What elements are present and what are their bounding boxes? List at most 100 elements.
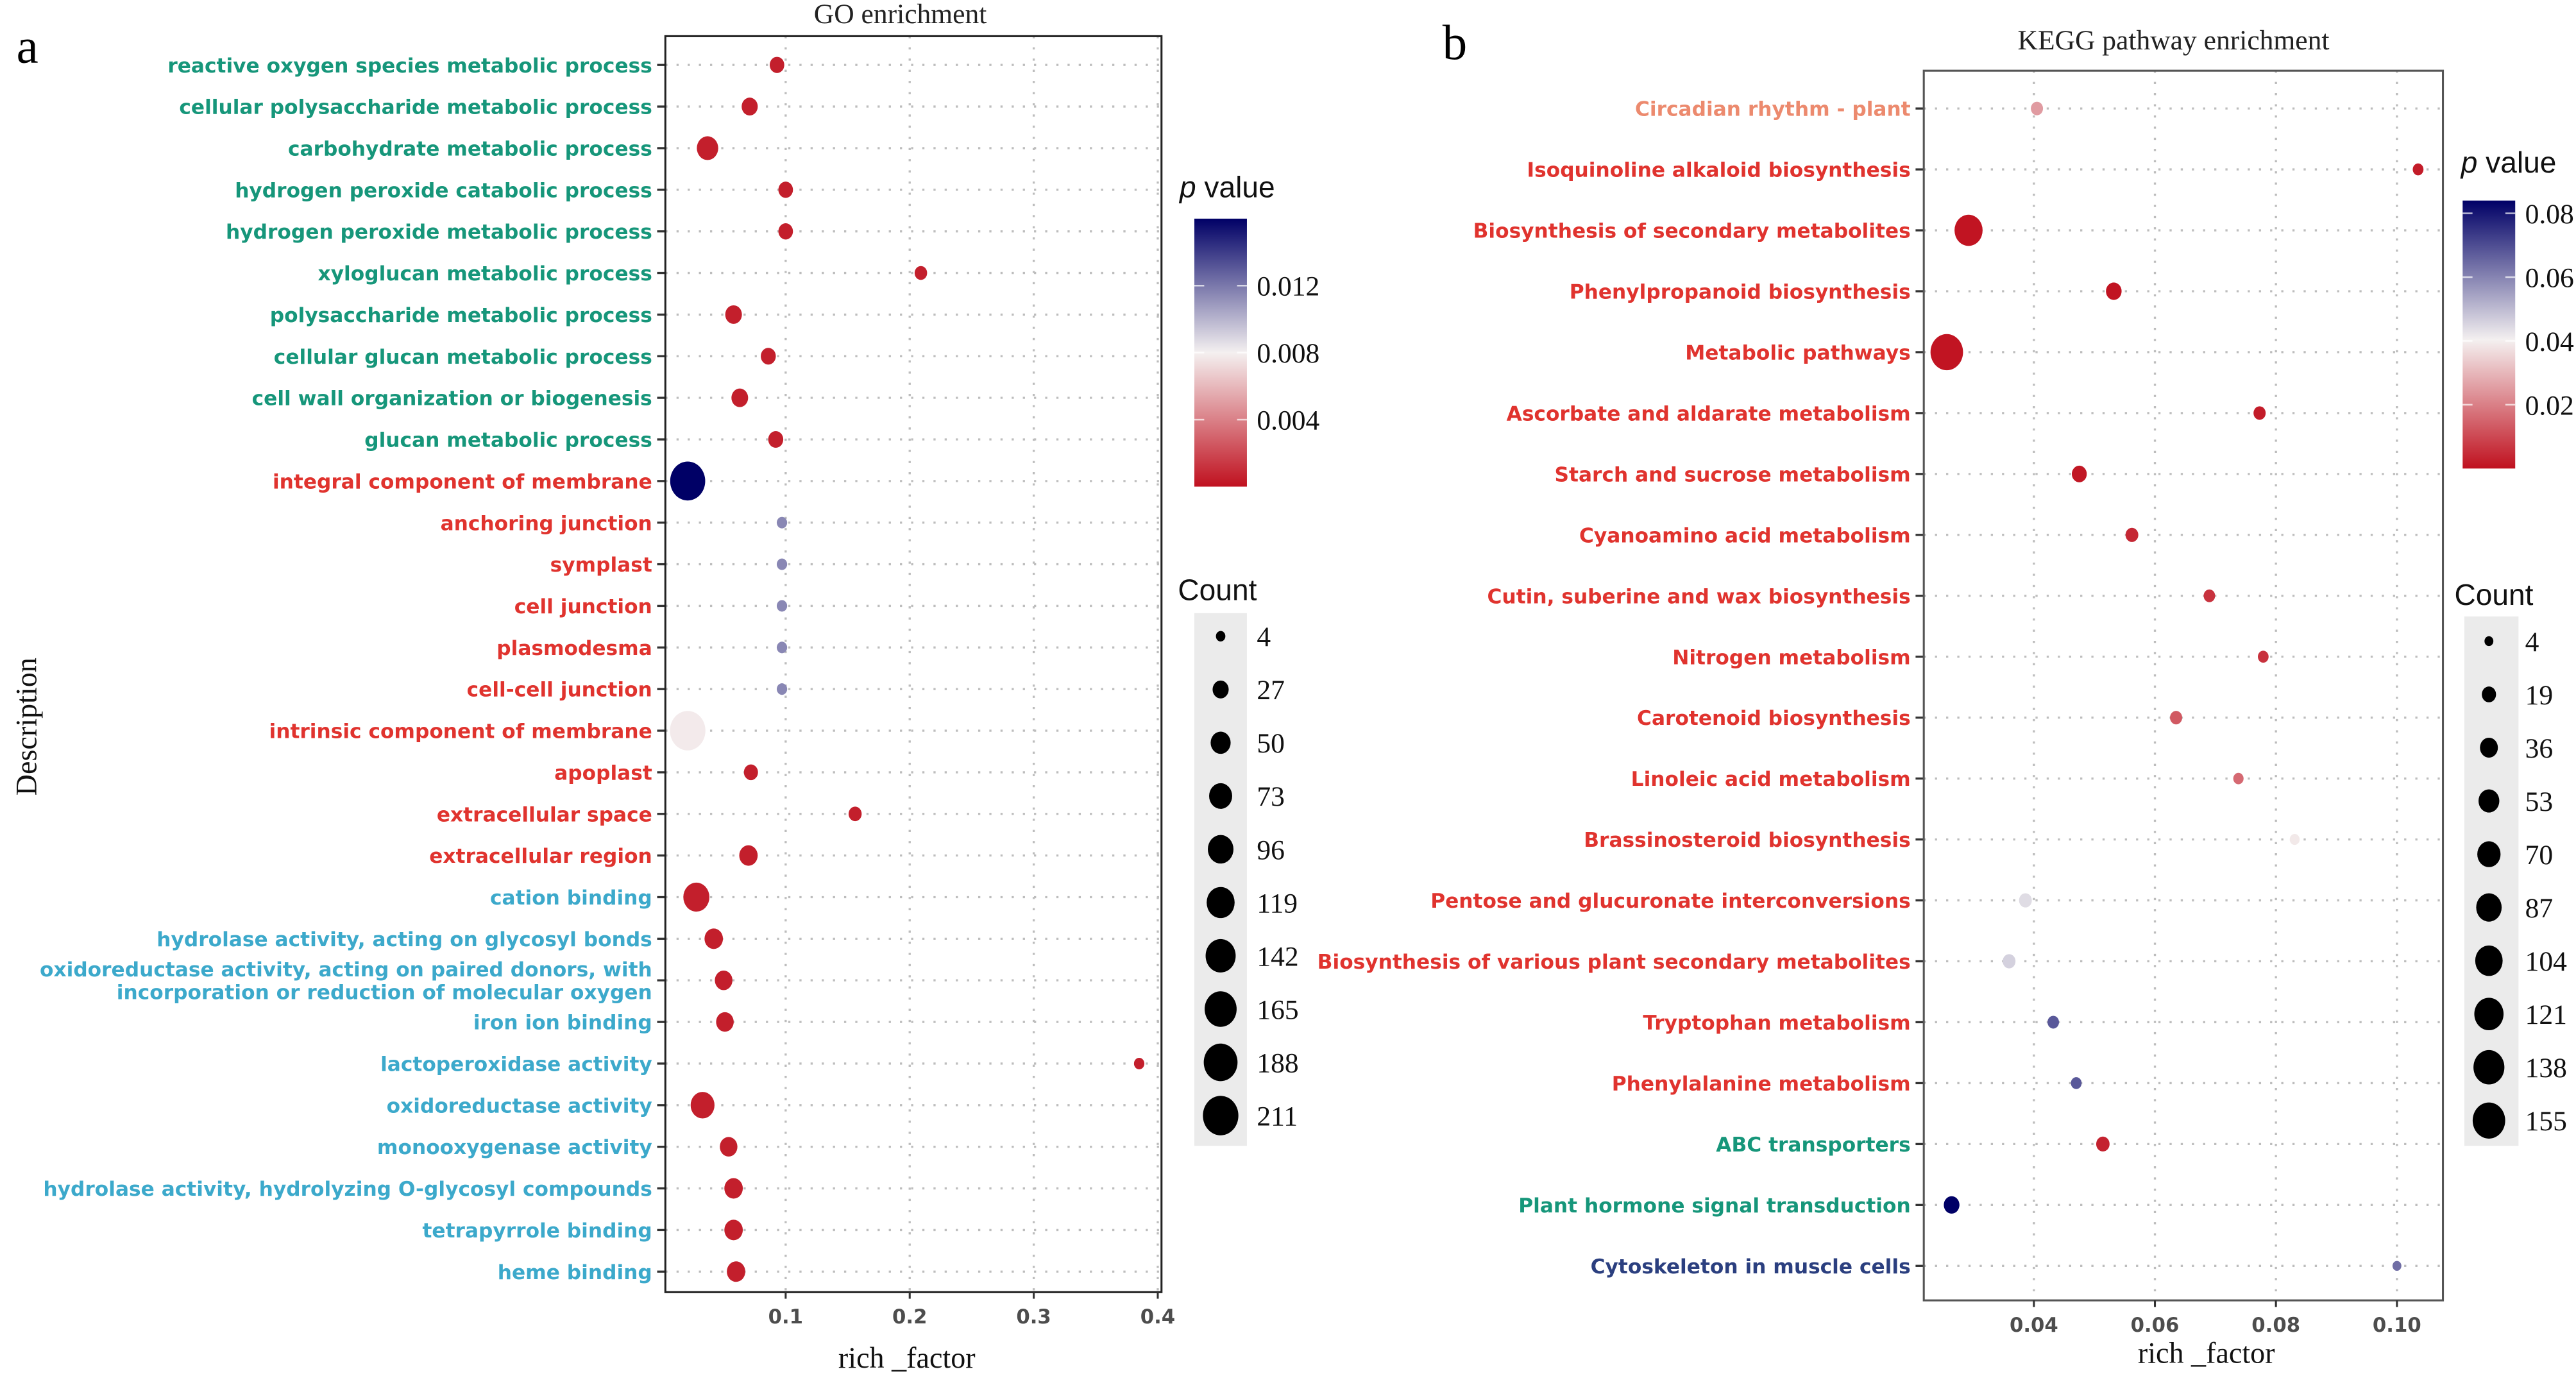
y-tick-label: apoplast xyxy=(554,761,652,785)
size-legend-label: 104 xyxy=(2525,946,2568,977)
size-legend-dot xyxy=(1212,680,1229,699)
gridlines-b xyxy=(1915,71,2443,1301)
colorbar-tick-label: 0.012 xyxy=(1257,271,1319,302)
y-tick-label: Biosynthesis of secondary metabolites xyxy=(1473,220,1911,243)
y-tick-label: Carotenoid biosynthesis xyxy=(1637,707,1911,730)
y-tick-label: iron ion binding xyxy=(473,1012,652,1035)
colorbar-tick-label: 0.004 xyxy=(1257,405,1319,436)
size-legend-dot xyxy=(2484,636,2494,647)
y-tick-label: carbohydrate metabolic process xyxy=(288,137,652,160)
size-legend-dot xyxy=(1210,731,1231,754)
x-axis-title-a: rich _factor xyxy=(838,1341,976,1374)
x-tick-label: 0.06 xyxy=(2131,1314,2180,1337)
chart-title-a: GO enrichment xyxy=(814,0,987,30)
data-point xyxy=(1954,214,1983,246)
data-point xyxy=(2047,1015,2060,1029)
y-tick-label: oxidoreductase activity xyxy=(387,1094,652,1117)
panel-a-go-enrichment: a GO enrichment reactive oxygen species … xyxy=(10,0,1319,1374)
colorbar-tick-label: 0.008 xyxy=(1257,338,1319,369)
panel-letter-b: b xyxy=(1443,15,1467,70)
data-point xyxy=(761,348,776,365)
data-point xyxy=(776,558,788,570)
size-legend-dot xyxy=(1203,1096,1239,1135)
data-point xyxy=(715,970,733,990)
x-tick-label: 0.10 xyxy=(2373,1314,2421,1337)
y-axis-title-a: Description xyxy=(10,658,42,795)
data-point xyxy=(776,600,788,612)
size-legend-dot xyxy=(1216,631,1226,641)
color-legend-title-a: p value xyxy=(1178,171,1275,204)
size-legend-title-b: Count xyxy=(2454,578,2533,611)
data-point xyxy=(2096,1136,2110,1151)
x-ticks-b: 0.04 0.06 0.08 0.10 xyxy=(2010,1300,2421,1337)
y-tick-label: Plant hormone signal transduction xyxy=(1518,1194,1910,1218)
data-point xyxy=(848,806,862,822)
x-axis-title-b: rich _factor xyxy=(2138,1336,2275,1369)
x-tick-label: 0.08 xyxy=(2251,1314,2300,1337)
y-tick-label: Biosynthesis of various plant secondary … xyxy=(1318,951,1911,974)
y-tick-label: Nitrogen metabolism xyxy=(1672,646,1910,669)
y-tick-label: Cyanoamino acid metabolism xyxy=(1579,524,1911,547)
gridlines-a xyxy=(657,36,1162,1293)
data-point xyxy=(2203,589,2216,602)
size-legend-label: 73 xyxy=(1257,781,1285,812)
color-legend-a: p value 0.004 0.008 0.012 xyxy=(1178,171,1320,487)
y-tick-label: Ascorbate and aldarate metabolism xyxy=(1507,402,1911,425)
y-tick-label: polysaccharide metabolic process xyxy=(270,304,652,327)
data-point xyxy=(914,266,928,280)
y-tick-label: hydrolase activity, hydrolyzing O-glycos… xyxy=(43,1178,652,1201)
size-legend-label: 19 xyxy=(2525,680,2554,711)
y-tick-label: hydrogen peroxide catabolic process xyxy=(235,179,652,202)
colorbar-tick-label: 0.02 xyxy=(2525,390,2574,421)
size-legend-dot xyxy=(1205,939,1236,973)
size-legend-items-a: 4 27 50 73 96 119 142 165 188 211 xyxy=(1203,622,1299,1135)
data-point xyxy=(776,516,788,529)
y-tick-label: hydrogen peroxide metabolic process xyxy=(226,221,652,244)
y-tick-label: extracellular region xyxy=(429,845,652,868)
y-tick-label: Starch and sucrose metabolism xyxy=(1555,463,1911,486)
y-tick-label: cellular polysaccharide metabolic proces… xyxy=(179,96,652,119)
size-legend-b: Count 4 19 36 53 70 87 104 121 138 155 xyxy=(2454,578,2567,1146)
size-legend-label: 70 xyxy=(2525,840,2554,871)
size-legend-dot xyxy=(2475,945,2503,976)
data-point xyxy=(727,1261,745,1282)
size-legend-label: 36 xyxy=(2525,733,2554,764)
data-point xyxy=(2031,101,2044,115)
size-legend-title-a: Count xyxy=(1178,573,1257,606)
y-tick-label: tetrapyrrole binding xyxy=(422,1219,652,1243)
size-legend-label: 165 xyxy=(1257,994,1298,1025)
data-point xyxy=(2125,527,2139,542)
data-point xyxy=(768,430,784,448)
data-point xyxy=(2003,954,2016,969)
color-legend-b: p value 0.02 0.04 0.06 0.08 xyxy=(2460,146,2574,469)
y-tick-label: intrinsic component of membrane xyxy=(269,720,652,743)
data-point xyxy=(1133,1057,1145,1069)
y-labels-b: Circadian rhythm - plant Isoquinoline alk… xyxy=(1318,98,1911,1278)
x-tick-label: 0.3 xyxy=(1016,1305,1051,1329)
data-point xyxy=(2233,772,2244,785)
y-tick-label: plasmodesma xyxy=(496,637,652,660)
size-legend-label: 53 xyxy=(2525,786,2554,817)
data-point xyxy=(741,98,758,116)
size-legend-a: Count 4 27 50 73 96 119 142 165 188 211 xyxy=(1178,573,1299,1146)
y-tick-label: xyloglucan metabolic process xyxy=(318,262,652,285)
data-point xyxy=(776,641,788,654)
data-point xyxy=(2258,650,2269,663)
data-point xyxy=(731,388,749,407)
size-legend-label: 50 xyxy=(1257,728,1285,759)
x-tick-label: 0.1 xyxy=(768,1305,803,1329)
data-point xyxy=(2071,465,2087,482)
data-point xyxy=(2106,282,2122,300)
data-point xyxy=(769,56,784,73)
data-point xyxy=(670,461,706,501)
y-tick-label: ABC transporters xyxy=(1716,1134,1910,1157)
y-labels-a: reactive oxygen species metabolic proces… xyxy=(40,55,652,1284)
size-legend-label: 142 xyxy=(1257,941,1298,972)
y-tick-label: Cutin, suberine and wax biosynthesis xyxy=(1487,585,1911,608)
y-tick-label: cell junction xyxy=(514,595,652,618)
chart-title-b: KEGG pathway enrichment xyxy=(2018,25,2330,56)
colorbar-ticks-a: 0.004 0.008 0.012 xyxy=(1194,271,1320,436)
points-b xyxy=(1930,101,2424,1271)
size-legend-dot xyxy=(2474,998,2504,1031)
